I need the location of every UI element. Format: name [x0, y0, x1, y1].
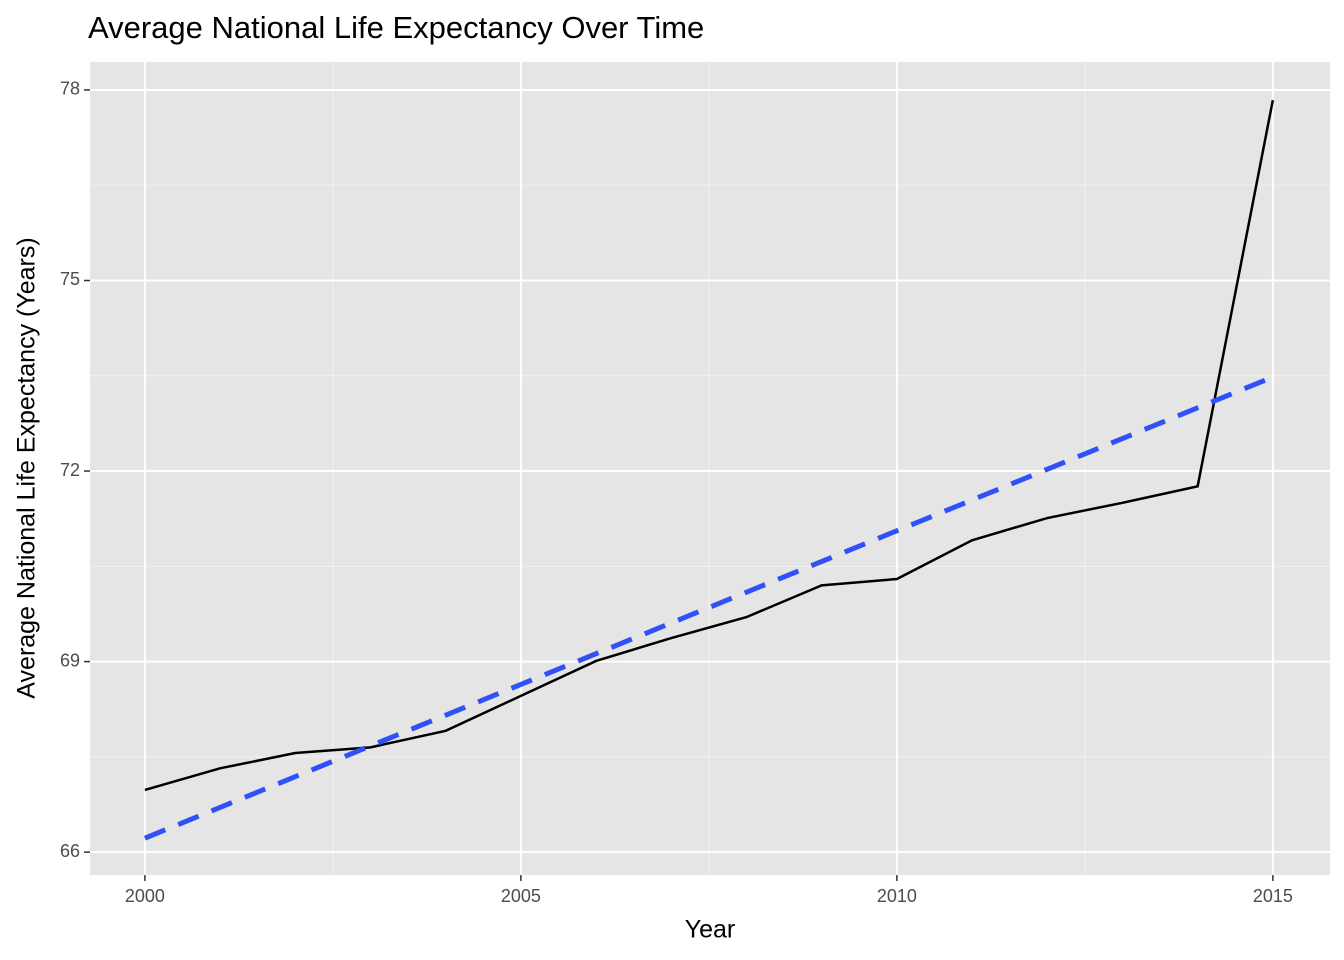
trend-line — [143, 374, 1274, 841]
y-tick-label: 72 — [60, 460, 80, 480]
data-line — [144, 99, 1275, 792]
x-tick-label: 2015 — [1253, 886, 1293, 906]
chart-title: Average National Life Expectancy Over Ti… — [88, 10, 704, 45]
y-tick-label: 69 — [60, 650, 80, 670]
x-tick-label: 2005 — [501, 886, 541, 906]
y-tick-label: 75 — [60, 269, 80, 289]
y-tick-label: 66 — [60, 841, 80, 861]
x-axis-label: Year — [685, 916, 736, 944]
x-tick-label: 2010 — [877, 886, 917, 906]
y-tick-label: 78 — [60, 79, 80, 99]
panel — [90, 62, 1330, 875]
y-axis-label: Average National Life Expectancy (Years) — [13, 237, 41, 698]
marks — [143, 99, 1275, 841]
x-tick-label: 2000 — [125, 886, 165, 906]
grid — [90, 62, 1330, 875]
